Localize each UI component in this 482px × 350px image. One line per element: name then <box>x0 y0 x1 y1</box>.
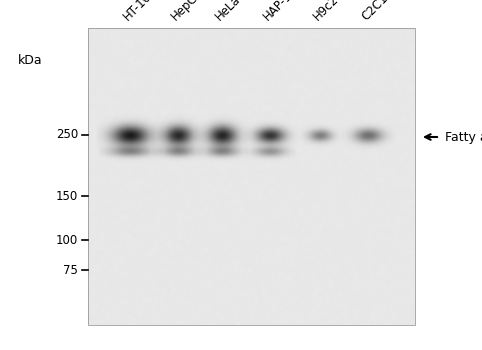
Text: H9c2: H9c2 <box>311 0 341 23</box>
Text: HepG2: HepG2 <box>169 0 206 23</box>
Text: HAP-1: HAP-1 <box>261 0 295 23</box>
Text: 75: 75 <box>63 264 78 276</box>
Text: 100: 100 <box>56 233 78 246</box>
Text: Fatty acid synthase: Fatty acid synthase <box>445 131 482 144</box>
Text: kDa: kDa <box>18 54 42 66</box>
Text: HT-1080: HT-1080 <box>121 0 164 23</box>
Text: 150: 150 <box>56 189 78 203</box>
Bar <box>88 28 415 325</box>
Text: C2C12: C2C12 <box>359 0 396 23</box>
Text: 250: 250 <box>56 128 78 141</box>
Text: HeLa: HeLa <box>213 0 243 23</box>
